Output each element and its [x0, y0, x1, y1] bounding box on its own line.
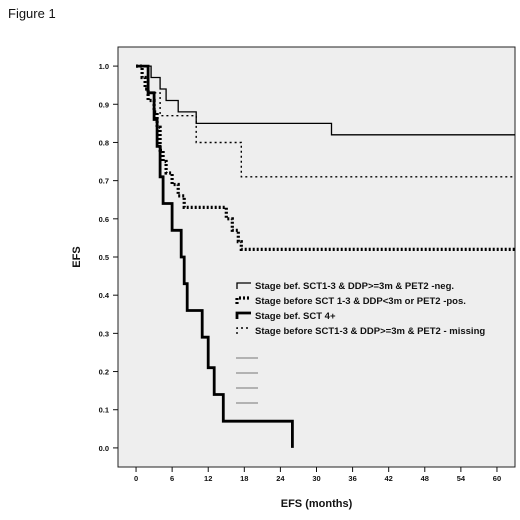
y-axis: 0.0 0.1 0.2 0.3 0.4 0.5 0.6 0.7 0.8 0.9 1.0 [99, 62, 118, 453]
x-tick-label: 48 [421, 474, 429, 483]
y-tick-label: 1.0 [99, 62, 109, 71]
x-tick-label: 30 [312, 474, 320, 483]
y-tick-label: 0.7 [99, 177, 109, 186]
y-tick-label: 0.0 [99, 444, 109, 453]
x-axis-title: EFS (months) [281, 498, 353, 510]
y-tick-label: 0.2 [99, 368, 109, 377]
y-tick-label: 0.3 [99, 329, 109, 338]
legend-swatch-1 [236, 282, 251, 289]
series-layer [136, 64, 515, 448]
x-tick-label: 18 [240, 474, 248, 483]
legend-swatch-3 [235, 311, 251, 319]
legend-label-2: Stage before SCT 1-3 & DDP<3m or PET2 -p… [255, 296, 466, 307]
legend-swatch-2 [235, 296, 251, 304]
legend-label-4: Stage before SCT1-3 & DDP>=3m & PET2 - m… [255, 326, 485, 337]
x-axis: 0 6 12 18 24 30 36 42 48 54 60 [134, 467, 501, 483]
legend: Stage bef. SCT1-3 & DDP>=3m & PET2 -neg.… [235, 281, 485, 337]
legend-label-3: Stage bef. SCT 4+ [255, 311, 336, 322]
x-tick-label: 6 [170, 474, 174, 483]
x-tick-label: 54 [457, 474, 466, 483]
y-tick-label: 0.5 [99, 253, 109, 262]
series-line-3 [136, 64, 294, 448]
x-tick-label: 0 [134, 474, 138, 483]
x-tick-label: 12 [204, 474, 212, 483]
legend-label-1: Stage bef. SCT1-3 & DDP>=3m & PET2 -neg. [255, 281, 454, 292]
y-tick-label: 0.9 [99, 100, 109, 109]
y-tick-label: 0.1 [99, 406, 109, 415]
x-tick-label: 36 [348, 474, 356, 483]
y-axis-title: EFS [71, 246, 83, 267]
y-tick-label: 0.4 [99, 291, 110, 300]
legend-swatch-4 [236, 327, 251, 334]
figure-label: Figure 1 [8, 6, 56, 21]
y-tick-label: 0.8 [99, 138, 109, 147]
x-tick-label: 60 [493, 474, 501, 483]
series-line-1 [136, 65, 515, 136]
x-tick-label: 24 [276, 474, 285, 483]
series-line-4 [136, 65, 515, 178]
y-tick-label: 0.6 [99, 215, 109, 224]
x-tick-label: 42 [385, 474, 393, 483]
